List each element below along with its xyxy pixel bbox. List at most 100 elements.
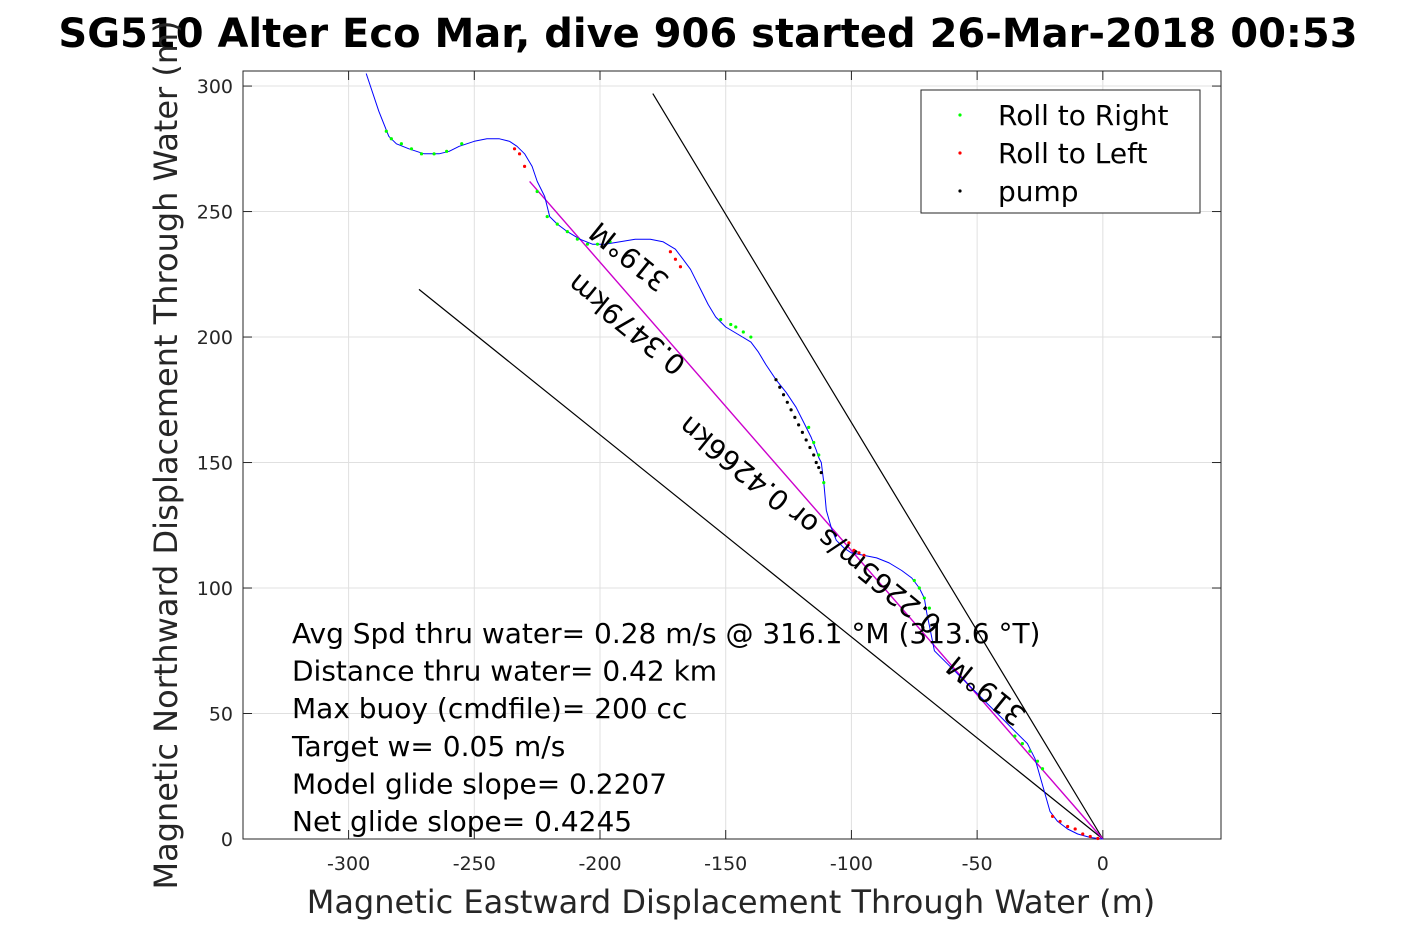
roll-right-point	[749, 335, 753, 339]
roll-right-point	[922, 596, 926, 600]
roll-left-point	[1081, 832, 1085, 836]
x-tick-label: -100	[830, 853, 873, 875]
x-tick-label: -200	[578, 853, 621, 875]
roll-right-point	[917, 586, 921, 590]
annotations: Avg Spd thru water= 0.28 m/s @ 316.1 °M …	[291, 617, 1040, 838]
rotated-label: 0.2265m/s or 0.4266kn	[673, 409, 948, 641]
roll-left-point	[673, 257, 678, 261]
roll-right-point	[1020, 742, 1024, 746]
legend-label-roll-left: Roll to Left	[998, 137, 1147, 170]
roll-left-point	[512, 147, 517, 151]
track-line	[365, 73, 1103, 840]
roll-right-point	[460, 142, 464, 146]
roll-right-point	[608, 240, 612, 244]
pump-point	[812, 453, 816, 457]
roll-right-point	[734, 325, 738, 329]
pump-point	[804, 438, 808, 442]
bound-line	[418, 288, 1104, 840]
y-tick-label: 250	[197, 202, 233, 224]
chart-title: SG510 Alter Eco Mar, dive 906 started 26…	[58, 11, 1357, 57]
roll-left-point	[1058, 819, 1062, 824]
pump-point	[814, 460, 818, 465]
roll-right-point	[445, 149, 449, 153]
y-tick-labels: 0 50 100 150 200 250 300	[197, 76, 233, 851]
pump-point	[774, 378, 778, 382]
legend-marker-roll-right	[958, 113, 962, 117]
tick-marks	[243, 71, 1221, 840]
roll-right-point	[807, 425, 811, 429]
roll-left-point	[517, 152, 522, 156]
roll-left-point	[1096, 836, 1100, 841]
roll-left-point	[862, 553, 866, 557]
roll-right-point	[585, 242, 590, 246]
roll-left-point	[1050, 814, 1055, 819]
roll-right-point	[729, 322, 733, 327]
roll-left-point	[857, 551, 861, 555]
roll-left-point	[522, 164, 527, 168]
legend-marker-roll-left	[958, 151, 962, 155]
roll-right-point	[432, 152, 436, 156]
roll-left-point	[1088, 834, 1092, 839]
roll-right-point	[817, 453, 821, 457]
roll-right-point	[409, 147, 414, 151]
roll-right-point	[719, 317, 723, 322]
roll-left-point	[678, 265, 683, 269]
legend-marker-pump	[958, 189, 962, 193]
rotated-label: 0.3479km	[561, 267, 692, 382]
pump-point	[793, 415, 797, 419]
roll-right-point	[545, 214, 549, 219]
roll-right-point	[389, 137, 393, 141]
markers	[384, 129, 1100, 841]
roll-right-point	[1035, 759, 1040, 763]
pump-point	[778, 385, 782, 389]
y-tick-label: 150	[197, 453, 233, 475]
roll-right-point	[399, 142, 403, 146]
roll-right-point	[927, 606, 931, 610]
roll-right-point	[384, 129, 388, 133]
roll-right-point	[741, 330, 745, 334]
pump-point	[819, 470, 823, 475]
pump-point	[797, 423, 801, 427]
bound-line	[652, 93, 1104, 840]
bound-lines	[418, 93, 1104, 840]
legend-label-roll-right: Roll to Right	[998, 99, 1169, 132]
x-axis-label: Magnetic Eastward Displacement Through W…	[307, 883, 1156, 921]
x-tick-labels: -300 -250 -200 -150 -100 -50 0	[327, 853, 1109, 875]
roll-left-point	[847, 541, 851, 545]
pump-point	[817, 465, 821, 470]
legend-label-pump: pump	[998, 175, 1079, 208]
roll-right-point	[535, 189, 539, 194]
annotation-line: Target w= 0.05 m/s	[291, 730, 565, 763]
roll-right-point	[1028, 749, 1032, 753]
legend: Roll to Right Roll to Left pump	[920, 89, 1201, 214]
legend-box	[920, 89, 1201, 214]
roll-right-point	[822, 481, 826, 485]
pump-point	[789, 408, 793, 412]
annotation-line: Avg Spd thru water= 0.28 m/s @ 316.1 °M …	[292, 617, 1040, 650]
roll-left-point	[668, 250, 673, 254]
pump-point	[785, 400, 789, 404]
pump-point	[781, 393, 786, 397]
roll-right-point	[555, 222, 559, 226]
x-tick-label: -150	[704, 853, 747, 875]
roll-right-point	[419, 152, 424, 156]
y-tick-label: 50	[209, 704, 233, 726]
y-tick-label: 100	[197, 578, 233, 600]
roll-right-point	[595, 242, 600, 246]
net-displacement-line	[529, 180, 1104, 840]
pump-point	[800, 430, 804, 435]
roll-right-point	[1013, 734, 1017, 738]
roll-left-point	[852, 548, 856, 552]
pump-point	[808, 445, 812, 450]
x-tick-label: 0	[1097, 853, 1109, 875]
track-path	[365, 73, 1103, 840]
y-tick-label: 0	[221, 829, 233, 851]
annotation-line: Net glide slope= 0.4245	[292, 805, 632, 838]
roll-right-point	[912, 578, 916, 583]
y-tick-label: 300	[197, 76, 233, 98]
annotation-line: Max buoy (cmdfile)= 200 cc	[292, 692, 687, 725]
roll-right-point	[565, 230, 569, 234]
roll-left-point	[1073, 827, 1077, 831]
roll-right-point	[812, 440, 816, 445]
